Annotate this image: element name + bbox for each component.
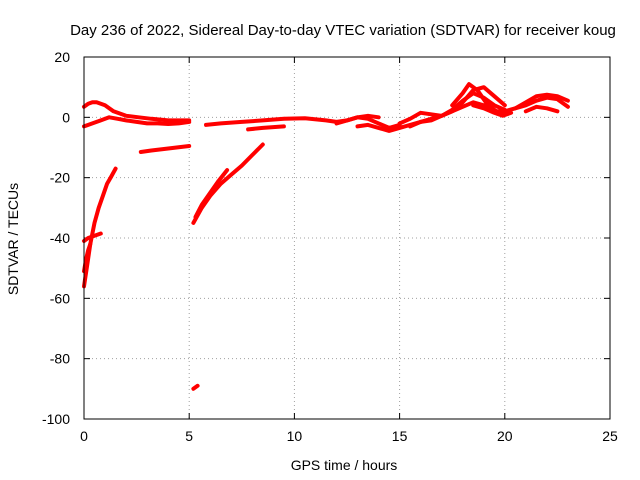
x-tick-label: 10 bbox=[287, 428, 303, 444]
x-tick-label: 20 bbox=[497, 428, 513, 444]
y-tick-label: -40 bbox=[50, 230, 70, 246]
series-line-arc-7 bbox=[191, 142, 265, 225]
series-line-arc-6 bbox=[82, 242, 93, 274]
series-line-arc-2 bbox=[82, 115, 192, 129]
series-line-arc-16 bbox=[450, 82, 507, 114]
y-tick-label: 20 bbox=[54, 49, 70, 65]
y-tick-label: -100 bbox=[42, 411, 70, 427]
series-group bbox=[82, 82, 570, 391]
series-line-arc-3 bbox=[138, 144, 192, 154]
x-tick-label: 25 bbox=[602, 428, 618, 444]
grid bbox=[84, 57, 610, 419]
x-tick-label: 0 bbox=[80, 428, 88, 444]
series-line-arc-20 bbox=[523, 104, 560, 114]
series-line-arc-12 bbox=[334, 113, 381, 126]
series-line-arc-19 bbox=[513, 92, 570, 111]
series-line-arc-11 bbox=[246, 124, 286, 132]
y-tick-label: -20 bbox=[50, 170, 70, 186]
y-axis-label: SDTVAR / TECUs bbox=[5, 183, 21, 295]
y-tick-label: -60 bbox=[50, 290, 70, 306]
x-tick-label: 15 bbox=[392, 428, 408, 444]
x-axis-label: GPS time / hours bbox=[291, 457, 398, 473]
series-line-arc-1 bbox=[82, 100, 192, 123]
series-line-arc-10 bbox=[204, 115, 402, 130]
series-line-arc-17 bbox=[471, 103, 514, 118]
series-line-arc-5 bbox=[82, 231, 103, 243]
series-line-arc-4 bbox=[82, 166, 118, 289]
x-tick-label: 5 bbox=[185, 428, 193, 444]
chart-title: Day 236 of 2022, Sidereal Day-to-day VTE… bbox=[70, 22, 616, 39]
plot-frame bbox=[83, 56, 611, 420]
series-line-arc-8 bbox=[193, 168, 230, 219]
y-tick-label: 0 bbox=[62, 109, 70, 125]
series-line-arc-9 bbox=[191, 383, 200, 391]
y-tick-label: -80 bbox=[50, 351, 70, 367]
